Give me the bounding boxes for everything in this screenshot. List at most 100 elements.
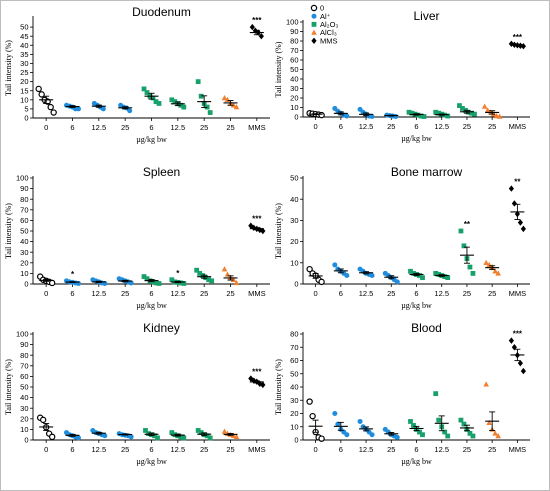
y-tick-label: 50 [290, 65, 298, 74]
y-tick-label: 10 [20, 269, 28, 278]
data-point [169, 97, 175, 103]
data-point [141, 86, 147, 92]
data-point [520, 225, 526, 233]
x-tick-label: 25 [488, 445, 496, 454]
y-tick-label: 30 [20, 248, 28, 257]
data-point [436, 110, 442, 116]
data-point [369, 273, 375, 279]
data-point [408, 268, 413, 274]
panel-bone-marrow: 0 10 20 30 40 50 0 6 12.5 25 6 12.5 25 25 MMS Tail inte… [274, 165, 530, 310]
data-point [233, 104, 240, 110]
data-point [306, 398, 313, 405]
y-tick-label: 10 [290, 258, 298, 267]
y-tick-label: 20 [20, 258, 28, 267]
y-axis-label: Tail intensity (%) [274, 203, 283, 259]
data-point [433, 391, 439, 397]
data-point [221, 95, 228, 101]
y-tick-label: 70 [20, 205, 28, 214]
data-point [207, 110, 213, 115]
x-tick-label: 12.5 [359, 289, 374, 298]
data-point [318, 278, 325, 286]
data-point [39, 416, 47, 424]
x-tick-label: 6 [70, 445, 74, 454]
panel-title: Blood [411, 321, 442, 335]
y-tick-label: 10 [290, 103, 298, 112]
y-tick-label: 10 [20, 425, 28, 434]
legend-marker [311, 13, 317, 19]
data-point [76, 106, 81, 112]
data-point [344, 273, 350, 279]
x-tick-label: 12.5 [92, 123, 107, 132]
y-axis-label: Tail intensity (%) [274, 41, 283, 97]
x-tick-label: 6 [414, 289, 418, 298]
x-tick-label: MMS [248, 445, 266, 454]
x-tick-label: 12.5 [92, 445, 107, 454]
panel-title: Liver [413, 9, 439, 23]
data-point [458, 417, 464, 423]
x-tick-label: 25 [200, 445, 208, 454]
significance-marker: *** [252, 16, 262, 25]
data-point [127, 108, 133, 114]
y-tick-label: 50 [20, 383, 28, 392]
data-point [318, 435, 325, 442]
data-point [472, 111, 477, 117]
data-point [492, 268, 498, 274]
legend-label-al-o: Al₂O₃ [320, 20, 338, 29]
data-point [511, 200, 517, 207]
x-tick-label: 12.5 [434, 445, 449, 454]
y-tick-label: 70 [290, 343, 298, 352]
y-tick-label: 35 [20, 50, 28, 59]
panel-title: Spleen [143, 165, 180, 179]
y-tick-label: 70 [290, 46, 298, 55]
data-point [409, 110, 415, 116]
x-tick-label: 25 [387, 122, 395, 131]
x-tick-label: 6 [339, 122, 343, 131]
data-point [344, 432, 350, 438]
significance-marker: * [176, 269, 180, 278]
data-point [156, 281, 162, 286]
data-point [470, 271, 476, 276]
y-tick-label: 40 [290, 75, 298, 84]
y-tick-label: 20 [20, 77, 28, 86]
x-tick-label: 25 [200, 123, 208, 132]
x-tick-label: MMS [509, 445, 527, 454]
x-axis-label: µg/kg bw [401, 134, 432, 143]
data-point [221, 428, 228, 434]
data-point [146, 431, 151, 437]
x-tick-label: 25 [226, 445, 234, 454]
data-point [203, 275, 209, 281]
y-tick-label: 30 [290, 396, 298, 405]
data-point [195, 79, 201, 85]
y-tick-label: 0 [294, 280, 298, 289]
y-tick-label: 0 [24, 280, 28, 289]
data-point [406, 109, 412, 115]
data-point [517, 359, 523, 367]
significance-marker: *** [513, 330, 523, 339]
data-point [442, 429, 448, 435]
data-point [436, 417, 442, 423]
y-tick-label: 10 [290, 422, 298, 431]
data-point [178, 102, 184, 108]
y-tick-label: 50 [290, 174, 298, 183]
data-point [433, 271, 439, 276]
x-tick-label: 12.5 [434, 122, 449, 131]
data-point [258, 32, 264, 40]
y-tick-label: 60 [290, 356, 298, 365]
x-tick-label: 12.5 [359, 122, 374, 131]
data-point [169, 430, 175, 435]
data-point [156, 101, 162, 106]
x-tick-label: 25 [463, 445, 471, 454]
data-point [206, 277, 212, 283]
data-point [458, 228, 464, 234]
data-point [495, 270, 501, 276]
significance-marker: * [71, 270, 75, 279]
x-tick-label: 6 [414, 122, 418, 131]
data-point [496, 113, 503, 119]
data-point [445, 113, 451, 119]
x-tick-label: 25 [463, 122, 471, 131]
data-point [484, 107, 491, 113]
data-point [181, 104, 187, 110]
